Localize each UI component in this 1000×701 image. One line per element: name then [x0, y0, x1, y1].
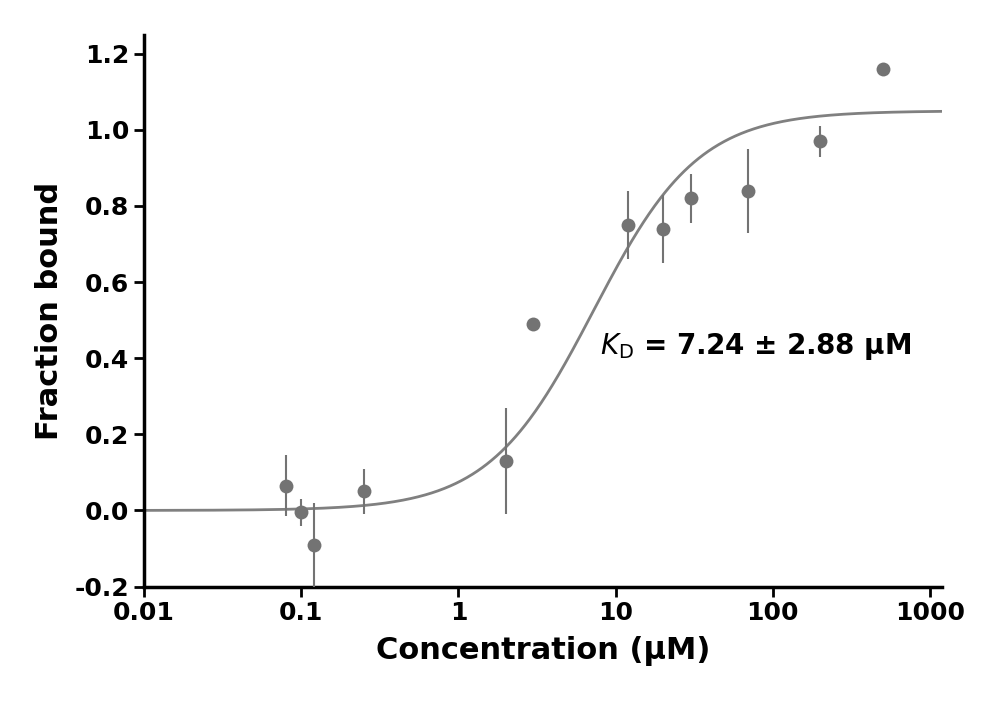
X-axis label: Concentration (μM): Concentration (μM): [376, 637, 710, 666]
Y-axis label: Fraction bound: Fraction bound: [35, 182, 64, 440]
Text: $\mathit{K}_\mathrm{D}$ = 7.24 ± 2.88 μM: $\mathit{K}_\mathrm{D}$ = 7.24 ± 2.88 μM: [600, 332, 912, 362]
